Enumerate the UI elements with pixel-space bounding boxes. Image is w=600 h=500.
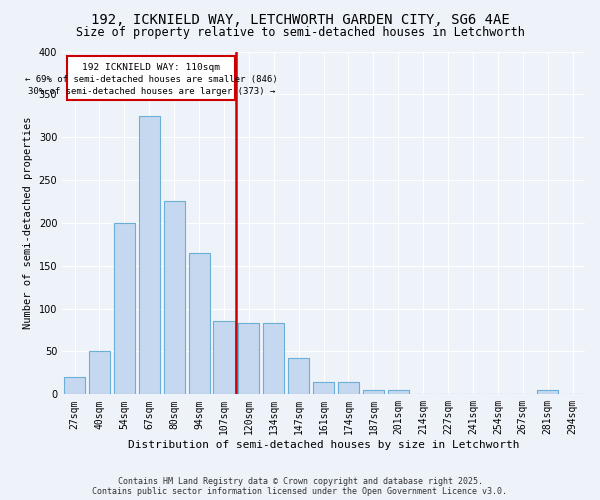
Bar: [114, 223, 135, 394]
Text: 30% of semi-detached houses are larger (373) →: 30% of semi-detached houses are larger (…: [28, 86, 275, 96]
Bar: [164, 202, 185, 394]
Text: ← 69% of semi-detached houses are smaller (846): ← 69% of semi-detached houses are smalle…: [25, 74, 277, 84]
Text: 192, ICKNIELD WAY, LETCHWORTH GARDEN CITY, SG6 4AE: 192, ICKNIELD WAY, LETCHWORTH GARDEN CIT…: [91, 12, 509, 26]
Bar: [388, 390, 409, 394]
Text: Contains HM Land Registry data © Crown copyright and database right 2025.
Contai: Contains HM Land Registry data © Crown c…: [92, 476, 508, 496]
Bar: [537, 390, 558, 394]
Bar: [263, 323, 284, 394]
Bar: [363, 390, 384, 394]
Bar: [214, 322, 235, 394]
Bar: [313, 382, 334, 394]
Text: 192 ICKNIELD WAY: 110sqm: 192 ICKNIELD WAY: 110sqm: [82, 62, 220, 72]
Bar: [188, 253, 209, 394]
Bar: [288, 358, 309, 394]
Bar: [139, 116, 160, 394]
FancyBboxPatch shape: [67, 56, 235, 100]
Bar: [238, 323, 259, 394]
Text: Size of property relative to semi-detached houses in Letchworth: Size of property relative to semi-detach…: [76, 26, 524, 39]
Y-axis label: Number of semi-detached properties: Number of semi-detached properties: [23, 116, 33, 329]
Bar: [89, 352, 110, 395]
Bar: [338, 382, 359, 394]
Bar: [64, 377, 85, 394]
X-axis label: Distribution of semi-detached houses by size in Letchworth: Distribution of semi-detached houses by …: [128, 440, 520, 450]
